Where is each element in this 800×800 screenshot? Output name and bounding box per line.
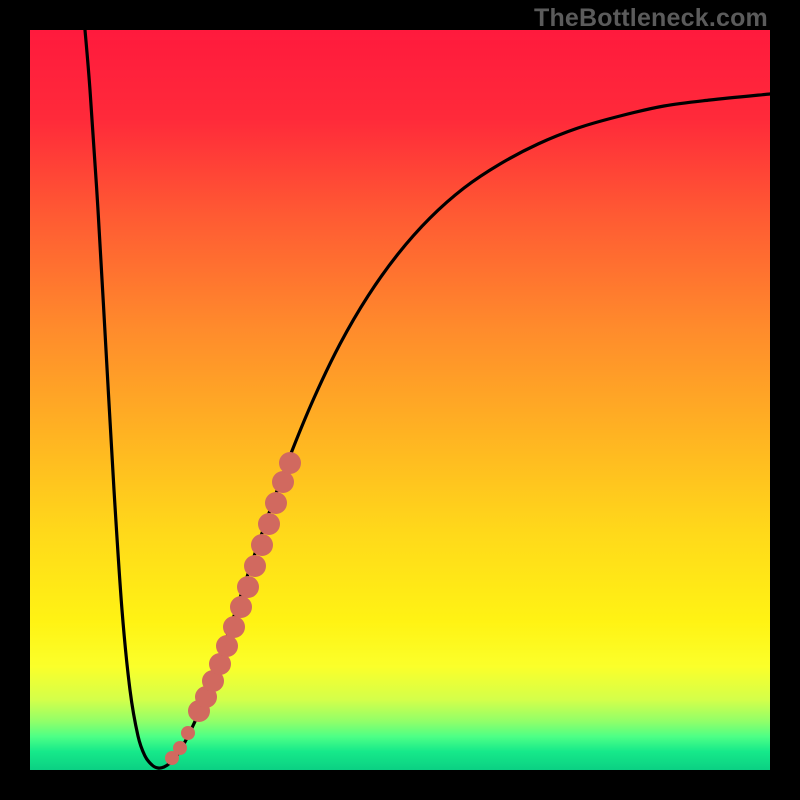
plot-area: [30, 30, 770, 770]
data-marker: [258, 513, 280, 535]
data-marker: [237, 576, 259, 598]
data-marker: [230, 596, 252, 618]
data-marker: [251, 534, 273, 556]
chart-svg: [30, 30, 770, 770]
data-marker: [173, 741, 187, 755]
gradient-background: [30, 30, 770, 770]
data-marker: [244, 555, 266, 577]
chart-frame: TheBottleneck.com: [0, 0, 800, 800]
data-marker: [279, 452, 301, 474]
data-marker: [181, 726, 195, 740]
data-marker: [265, 492, 287, 514]
watermark-text: TheBottleneck.com: [534, 4, 768, 33]
data-marker: [216, 635, 238, 657]
data-marker: [223, 616, 245, 638]
data-marker: [272, 471, 294, 493]
